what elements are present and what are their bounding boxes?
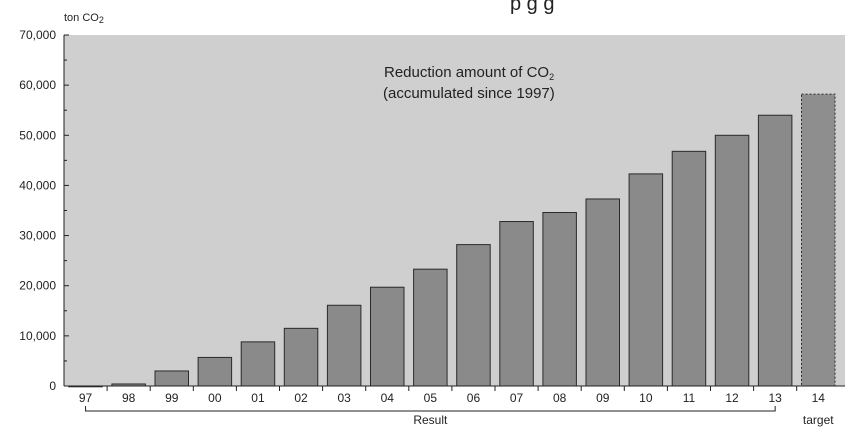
x-tick-label: 06 <box>467 391 481 405</box>
result-bracket <box>85 406 776 412</box>
bar-08 <box>542 212 577 387</box>
x-axis: 97 98 99 00 01 02 03 04 05 06 07 08 09 10 11 12 13 14 <box>64 385 845 405</box>
y-tick-label: 10,000 <box>19 329 56 343</box>
y-tick-label: 30,000 <box>19 229 56 243</box>
chart-title-line1: Reduction amount of CO2 <box>384 64 554 82</box>
target-label: target <box>803 413 834 427</box>
x-tick-label: 14 <box>812 391 826 405</box>
x-tick-label: 01 <box>251 391 265 405</box>
bar-10 <box>628 173 664 387</box>
x-tick-label: 98 <box>122 391 136 405</box>
y-tick-label: 70,000 <box>19 28 56 42</box>
bar-06 <box>456 244 491 387</box>
bar-target-14 <box>801 93 836 387</box>
x-tick-label: 99 <box>165 391 179 405</box>
y-tick-label: 40,000 <box>19 178 56 192</box>
bar-01 <box>240 341 276 387</box>
bars <box>68 93 836 388</box>
bar-03 <box>326 304 362 387</box>
bar-11 <box>671 150 707 387</box>
bar-99 <box>154 370 189 387</box>
x-tick-label: 07 <box>510 391 524 405</box>
bar-09 <box>585 198 620 387</box>
bar-00 <box>197 356 233 387</box>
chart-title-line2: (accumulated since 1997) <box>383 85 555 102</box>
x-tick-label: 11 <box>683 391 696 405</box>
x-tick-label: 08 <box>553 391 567 405</box>
y-tick-label: 20,000 <box>19 279 56 293</box>
bar-13 <box>757 114 793 387</box>
x-tick-label: 12 <box>725 391 739 405</box>
x-tick-label: 03 <box>337 391 351 405</box>
y-tick-label: 0 <box>49 379 56 393</box>
y-tick-label: 50,000 <box>19 128 56 142</box>
x-tick-label: 00 <box>208 391 222 405</box>
x-tick-label: 05 <box>424 391 438 405</box>
x-tick-label: 02 <box>294 391 308 405</box>
x-tick-label: 09 <box>596 391 610 405</box>
y-axis: 0 10,000 20,000 30,000 40,000 50,000 60,000 70,… <box>19 28 69 393</box>
bar-07 <box>499 221 534 387</box>
y-unit-label: ton CO2 <box>64 12 104 25</box>
bar-05 <box>413 268 448 387</box>
result-bracket-label: Result <box>413 413 448 427</box>
x-tick-label: 10 <box>639 391 653 405</box>
bar-12 <box>714 134 750 387</box>
bar-02 <box>283 327 319 387</box>
clipped-heading: p g g <box>510 0 555 15</box>
x-tick-label: 13 <box>768 391 782 405</box>
x-tick-label: 04 <box>381 391 395 405</box>
x-tick-label: 97 <box>79 391 93 405</box>
y-tick-label: 60,000 <box>19 78 56 92</box>
bar-04 <box>370 286 405 387</box>
